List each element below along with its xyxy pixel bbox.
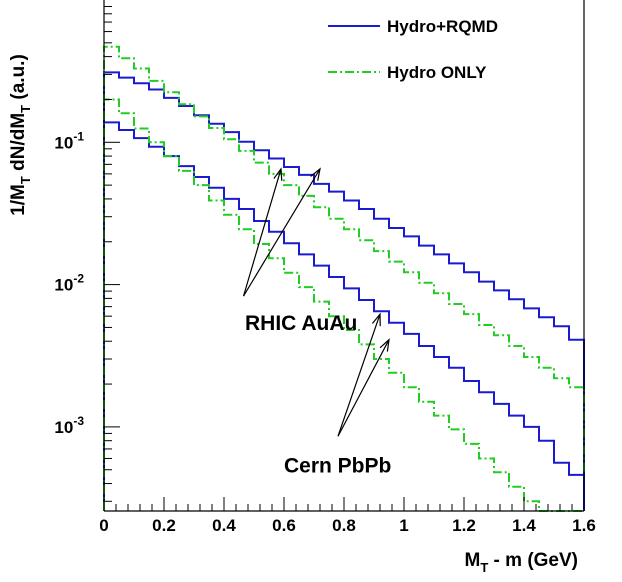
legend-label-hydro-only: Hydro ONLY — [387, 63, 487, 82]
series-layer — [103, 45, 585, 512]
annotation-arrow-0-1 — [242, 168, 321, 297]
y-axis-title: 1/MT dN/dMT (a.u.) — [8, 54, 33, 216]
legend: Hydro+RQMD Hydro ONLY — [328, 17, 498, 82]
x-tick-label: 1.6 — [572, 516, 596, 535]
annotation-arrowhead-0-1 — [310, 167, 321, 181]
x-tick-label: 1.2 — [452, 516, 476, 535]
annotation-layer: RHIC AuAu Cern PbPb — [242, 167, 391, 477]
annotation-label-1: Cern PbPb — [284, 454, 391, 477]
x-tick-label: 0.2 — [152, 516, 176, 535]
annotation-arrow-1-1 — [337, 339, 390, 437]
x-tick-label: 0.6 — [272, 516, 296, 535]
annotation-arrow-1-0 — [337, 313, 381, 437]
x-tick-label: 0.4 — [212, 516, 236, 535]
annotation-arrowhead-1-0 — [371, 312, 381, 327]
series-cern-pbpb-hydro-only — [103, 98, 584, 512]
x-tick-label: 1 — [399, 516, 408, 535]
x-tick-label: 0 — [99, 516, 108, 535]
y-tick-label: 10-3 — [54, 414, 84, 437]
legend-label-hydro-rqmd: Hydro+RQMD — [387, 17, 498, 36]
annotation-arrowhead-1-1 — [379, 338, 390, 352]
x-tick-label: 0.8 — [332, 516, 356, 535]
axes-layer: 0 0.2 0.4 0.6 0.8 1 1.2 1.4 1.6 10-1 10-2 10-3 MT - … — [8, 0, 596, 575]
x-axis-title: MT - m (GeV) — [464, 550, 578, 575]
annotation-arrowhead-0-0 — [273, 167, 283, 181]
annotation-label-0: RHIC AuAu — [245, 312, 357, 335]
y-tick-label: 10-2 — [54, 272, 84, 295]
series-rhic-auau-hydro-only — [103, 45, 585, 511]
annotation-arrow-0-0 — [242, 168, 282, 297]
y-tick-label: 10-1 — [54, 129, 84, 152]
x-tick-label: 1.4 — [512, 516, 536, 535]
